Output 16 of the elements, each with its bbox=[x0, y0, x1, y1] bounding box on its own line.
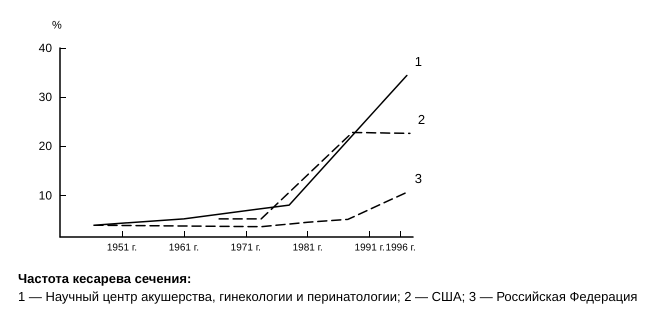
y-axis-title: % bbox=[52, 20, 62, 32]
series-label: 1 bbox=[414, 54, 422, 69]
x-tick-label: 1981 г. bbox=[292, 242, 323, 254]
y-tick-label: 40 bbox=[38, 41, 52, 55]
series-label: 3 bbox=[414, 170, 422, 186]
x-tick-label: 1996 г. bbox=[385, 242, 416, 254]
text: Частота кесарева сечения: bbox=[18, 271, 192, 286]
series-label: 2 bbox=[418, 112, 426, 127]
y-tick-label: 30 bbox=[38, 90, 52, 104]
x-tick-label: 1961 г. bbox=[168, 242, 199, 254]
x-tick-label: 1991 г. bbox=[354, 242, 385, 254]
y-tick-label: 10 bbox=[38, 188, 52, 202]
x-tick-label: 1971 г. bbox=[230, 242, 261, 254]
x-tick-label: 1951 г. bbox=[106, 242, 138, 254]
text: 1 — Научный центр акушерства, гинекологии и перинатологии; 2 — США; 3 — Российская Федерация bbox=[18, 289, 638, 304]
y-tick-label: 20 bbox=[38, 139, 52, 154]
